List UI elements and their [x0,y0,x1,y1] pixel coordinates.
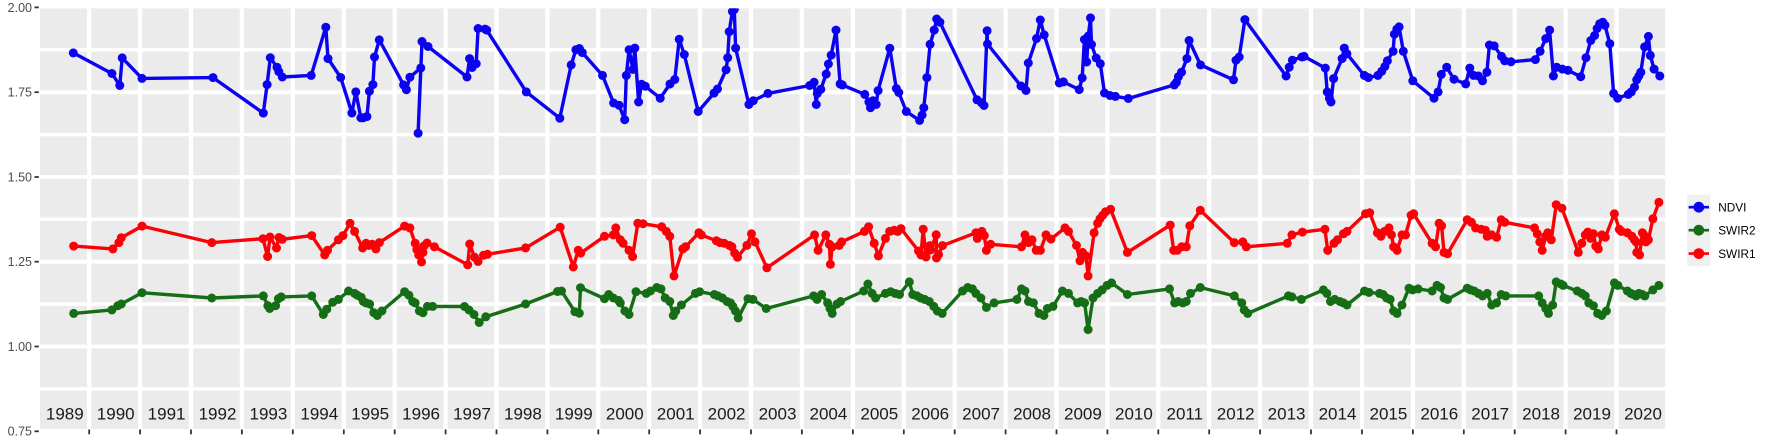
svg-text:2016: 2016 [1420,405,1458,424]
svg-text:1.00: 1.00 [8,340,32,354]
svg-text:1994: 1994 [300,405,338,424]
svg-text:SWIR2: SWIR2 [1718,223,1755,237]
svg-text:1997: 1997 [453,405,491,424]
svg-text:2020: 2020 [1624,405,1662,424]
svg-text:1.50: 1.50 [8,170,32,184]
svg-text:1995: 1995 [351,405,389,424]
svg-text:1996: 1996 [402,405,440,424]
svg-text:2019: 2019 [1573,405,1611,424]
svg-text:1998: 1998 [504,405,542,424]
svg-text:2003: 2003 [759,405,797,424]
svg-text:2014: 2014 [1319,405,1357,424]
svg-text:2013: 2013 [1268,405,1306,424]
svg-text:2018: 2018 [1522,405,1560,424]
svg-text:2011: 2011 [1167,405,1204,424]
svg-text:2012: 2012 [1217,405,1255,424]
svg-text:2006: 2006 [911,405,949,424]
svg-text:1993: 1993 [249,405,287,424]
svg-text:1.75: 1.75 [8,86,32,100]
svg-text:2017: 2017 [1471,405,1509,424]
svg-text:2002: 2002 [708,405,746,424]
svg-text:1991: 1991 [148,405,186,424]
svg-text:2004: 2004 [809,405,847,424]
svg-text:1992: 1992 [199,405,237,424]
svg-text:2009: 2009 [1064,405,1102,424]
svg-text:2005: 2005 [860,405,898,424]
svg-text:2010: 2010 [1115,405,1153,424]
svg-text:1990: 1990 [97,405,135,424]
svg-text:1989: 1989 [46,405,84,424]
svg-text:2008: 2008 [1013,405,1051,424]
svg-text:2001: 2001 [657,405,695,424]
svg-text:2000: 2000 [606,405,644,424]
svg-text:1.25: 1.25 [8,255,32,269]
svg-text:0.75: 0.75 [8,425,32,439]
svg-text:NDVI: NDVI [1718,200,1746,214]
svg-text:2015: 2015 [1369,405,1407,424]
svg-text:2007: 2007 [962,405,1000,424]
svg-text:2.00: 2.00 [8,1,32,15]
svg-text:SWIR1: SWIR1 [1718,247,1755,261]
svg-text:1999: 1999 [555,405,593,424]
